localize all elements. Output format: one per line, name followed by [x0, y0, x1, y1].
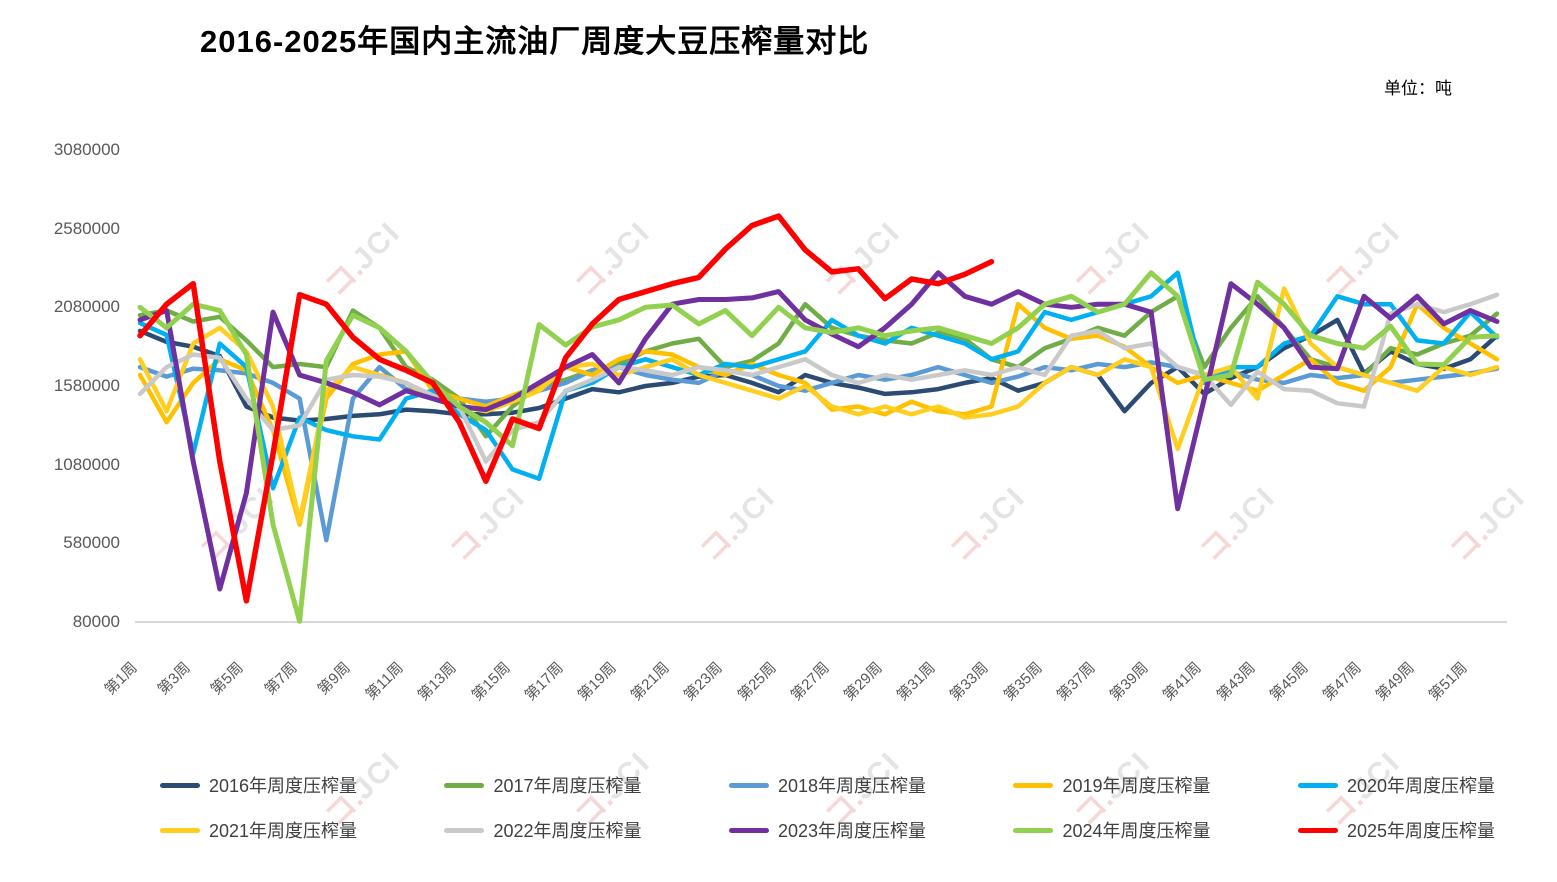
legend-swatch-icon — [444, 782, 485, 788]
legend-label: 2025年周度压榨量 — [1346, 821, 1495, 841]
y-axis-tick-label: 80000 — [72, 612, 120, 631]
legend-swatch-icon — [160, 782, 200, 788]
legend-swatch-icon — [444, 827, 485, 833]
y-axis-tick-label: 2580000 — [53, 218, 120, 238]
legend-item-2023年[interactable]: 2023年周度压榨量 — [728, 817, 927, 843]
y-axis-tick-label: 1080000 — [53, 454, 120, 474]
legend-label: 2016年周度压榨量 — [209, 776, 358, 796]
legend-label: 2017年周度压榨量 — [493, 776, 642, 796]
y-axis-tick-label: 2080000 — [53, 297, 120, 317]
legend-swatch-icon — [1013, 782, 1054, 788]
chart-title: 2016-2025年国内主流油厂周度大豆压榨量对比 — [200, 24, 870, 59]
legend-item-2017年[interactable]: 2017年周度压榨量 — [444, 772, 642, 798]
legend-item-2022年[interactable]: 2022年周度压榨量 — [444, 817, 642, 843]
legend-swatch-icon — [728, 782, 769, 788]
legend-item-2021年[interactable]: 2021年周度压榨量 — [160, 817, 357, 843]
legend-swatch-icon — [160, 827, 200, 833]
legend-label: 2020年周度压榨量 — [1346, 776, 1495, 796]
legend-label: 2022年周度压榨量 — [493, 821, 642, 841]
legend-item-2024年[interactable]: 2024年周度压榨量 — [1013, 817, 1211, 843]
y-axis-tick-label: 580000 — [63, 533, 120, 553]
series-line-2021年 — [137, 286, 1500, 524]
series-line-2022年 — [137, 292, 1500, 464]
legend-swatch-icon — [1013, 827, 1054, 833]
legend-item-2016年[interactable]: 2016年周度压榨量 — [160, 772, 357, 798]
legend-label: 2019年周度压榨量 — [1062, 776, 1211, 796]
legend-item-2019年[interactable]: 2019年周度压榨量 — [1013, 772, 1211, 798]
legend-label: 2021年周度压榨量 — [209, 821, 358, 841]
legend-row-2: 2021年周度压榨量 2022年周度压榨量 2023年周度压榨量 2024年周度压榨量… — [160, 817, 1495, 843]
legend-swatch-icon — [728, 827, 769, 833]
y-axis-tick-label: 1580000 — [53, 376, 120, 395]
legend-label: 2018年周度压榨量 — [777, 776, 927, 796]
y-axis-tick-label: 3080000 — [53, 140, 120, 159]
legend-swatch-icon — [1297, 827, 1338, 833]
unit-label: 单位：吨 — [1384, 79, 1452, 98]
series-line-2025年 — [137, 213, 995, 604]
legend-label: 2023年周度压榨量 — [777, 821, 927, 841]
series-line-2020年 — [137, 270, 1500, 491]
legend-item-2020年[interactable]: 2020年周度压榨量 — [1297, 772, 1495, 798]
legend-swatch-icon — [1297, 782, 1338, 788]
series-line-2023年 — [137, 270, 1500, 592]
legend-item-2025年[interactable]: 2025年周度压榨量 — [1297, 817, 1495, 843]
legend-label: 2024年周度压榨量 — [1062, 821, 1211, 841]
series-line-2024年 — [137, 270, 1500, 624]
legend-row-1: 2016年周度压榨量 2017年周度压榨量 2018年周度压榨量 2019年周度压榨量… — [160, 772, 1495, 798]
legend-item-2018年[interactable]: 2018年周度压榨量 — [728, 772, 927, 798]
plot-area-svg — [135, 213, 1507, 624]
